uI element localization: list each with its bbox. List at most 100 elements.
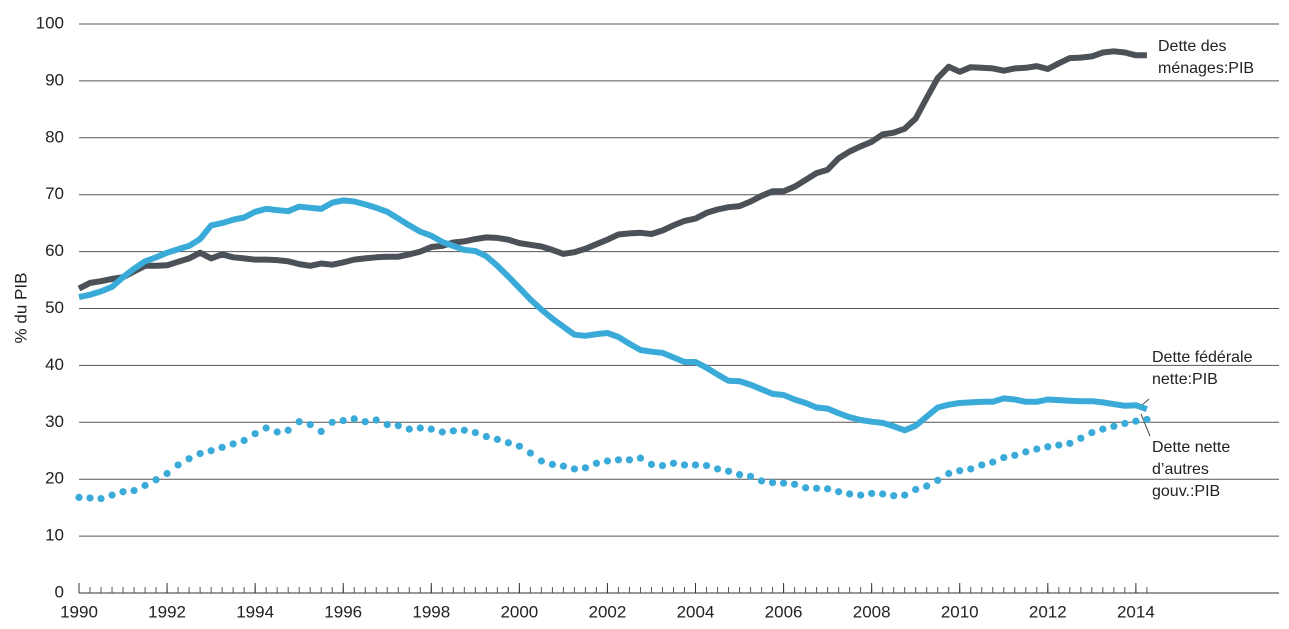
y-tick-label: 50 [45,298,64,317]
data-point [328,418,336,426]
data-point [537,457,545,465]
data-point [229,440,237,448]
series-label: d’autres [1152,461,1209,478]
data-point [934,476,942,484]
data-point [1000,453,1008,462]
data-point [185,455,193,463]
data-point [779,479,788,487]
x-tick-label: 2006 [765,602,803,621]
leader-line [1140,413,1151,437]
x-tick-label: 1996 [324,602,362,621]
data-point [97,494,105,503]
x-tick-label: 2004 [677,602,715,621]
data-point [240,436,248,445]
y-tick-label: 40 [45,355,64,374]
data-line [77,48,1147,292]
data-point [669,459,678,467]
data-point [945,469,953,478]
data-point [967,465,975,473]
x-tick-label: 2010 [941,602,979,621]
data-point [306,420,314,429]
series-label: Dette fédérale [1152,349,1253,366]
data-point [901,491,909,499]
data-point [835,488,843,496]
data-point [879,490,887,498]
data-point [702,461,711,470]
x-tick-label: 1992 [148,602,186,621]
data-point [460,426,468,434]
data-point [449,427,457,435]
data-point [614,456,623,464]
data-point [163,469,171,478]
series-label: gouv.:PIB [1152,483,1220,500]
series-label: ménages:PIB [1158,60,1254,77]
data-point [890,492,898,500]
data-point [636,454,645,462]
data-point [317,427,325,436]
y-tick-label: 10 [45,526,64,545]
data-point [1110,422,1118,430]
series-label: nette:PIB [1152,371,1218,388]
data-point [526,449,534,457]
data-point [592,459,601,467]
data-point [405,425,413,433]
data-point [1033,445,1041,453]
data-point [691,461,700,469]
data-point [548,460,556,469]
data-point [75,493,83,502]
data-point [625,456,634,464]
data-point [570,465,579,473]
data-point [515,442,523,450]
data-point [471,428,479,437]
data-point [802,484,810,492]
data-point [813,484,821,492]
data-point [857,491,865,499]
data-point [658,461,667,470]
data-point [1099,425,1107,433]
data-point [383,420,391,429]
data-point [956,467,964,475]
data-point [1143,415,1151,424]
y-tick-label: 0 [55,582,64,601]
x-tick-label: 1990 [60,602,98,621]
data-point [119,488,127,496]
series-label: Dette des [1158,38,1226,55]
data-point [427,425,435,433]
data-point [559,462,568,470]
data-point [978,461,986,469]
data-point [350,415,358,423]
data-point [647,460,656,469]
data-point [735,471,744,479]
data-point [174,461,182,469]
y-tick-label: 80 [45,127,64,146]
data-point [86,494,94,502]
data-point [680,461,689,469]
y-tick-label: 60 [45,241,64,260]
data-point [394,422,402,430]
data-point [438,428,446,436]
y-tick-label: 90 [45,70,64,89]
data-point [1066,439,1074,447]
y-tick-label: 20 [45,469,64,488]
data-point [361,418,369,426]
data-point [339,416,347,425]
x-tick-label: 2002 [589,602,627,621]
data-point [757,477,766,485]
y-tick-label: 100 [36,13,64,32]
data-point [504,439,512,447]
x-tick-label: 2012 [1029,602,1067,621]
data-point [482,432,490,441]
data-point [868,489,876,498]
data-point [1011,451,1019,459]
data-point [713,465,722,473]
series-label: Dette nette [1152,439,1230,456]
data-point [416,424,424,432]
x-tick-label: 1998 [412,602,450,621]
data-point [196,449,204,458]
data-point [1055,441,1063,449]
data-point [1022,448,1030,456]
data-point [923,482,931,490]
data-point [824,485,832,493]
x-tick-label: 2000 [500,602,538,621]
